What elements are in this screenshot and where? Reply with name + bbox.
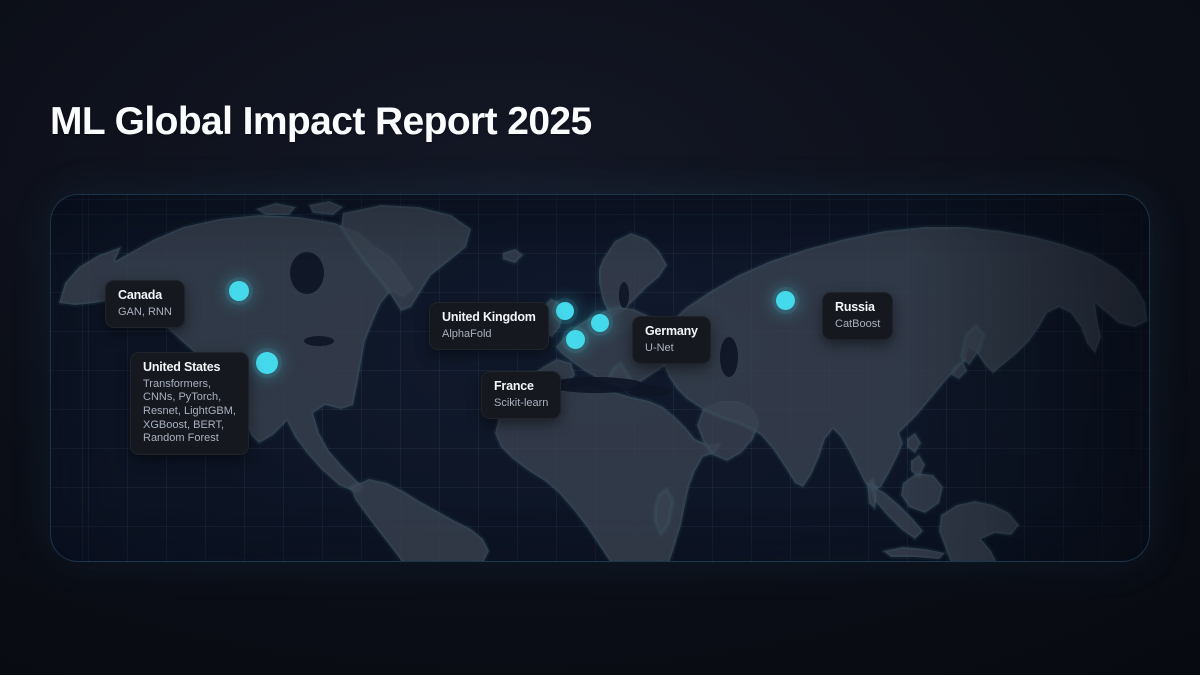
country-name: United States bbox=[143, 360, 221, 374]
country-name: United Kingdom bbox=[442, 310, 536, 324]
map-label-canada: Canada GAN, RNN bbox=[105, 280, 185, 329]
country-models: GAN, RNN bbox=[118, 305, 172, 318]
map-label-united-states: United States Transformers, CNNs, PyTorc… bbox=[130, 352, 249, 455]
country-name: France bbox=[494, 379, 534, 393]
country-name: Canada bbox=[118, 288, 162, 302]
country-models: Transformers, CNNs, PyTorch, Resnet, Lig… bbox=[143, 377, 236, 445]
country-models: AlphaFold bbox=[442, 327, 492, 340]
map-label-russia: Russia CatBoost bbox=[822, 292, 894, 341]
country-name: Russia bbox=[835, 300, 875, 314]
map-panel bbox=[50, 194, 1150, 562]
map-marker-dot-united-states[interactable] bbox=[256, 352, 278, 374]
country-models: U-Net bbox=[645, 341, 674, 354]
country-name: Germany bbox=[645, 324, 698, 338]
map-label-france: France Scikit-learn bbox=[481, 371, 562, 420]
map-marker-dot-russia[interactable] bbox=[776, 291, 795, 310]
map-marker-dot-united-kingdom[interactable] bbox=[556, 302, 574, 320]
map-marker-dot-france[interactable] bbox=[566, 330, 585, 349]
country-models: Scikit-learn bbox=[494, 396, 549, 409]
map-marker-dot-canada[interactable] bbox=[229, 281, 249, 301]
map-label-germany: Germany U-Net bbox=[632, 316, 711, 365]
map-marker-dot-germany[interactable] bbox=[591, 314, 609, 332]
country-models: CatBoost bbox=[835, 317, 881, 330]
page-title: ML Global Impact Report 2025 bbox=[50, 100, 592, 143]
map-label-united-kingdom: United Kingdom AlphaFold bbox=[429, 302, 549, 351]
